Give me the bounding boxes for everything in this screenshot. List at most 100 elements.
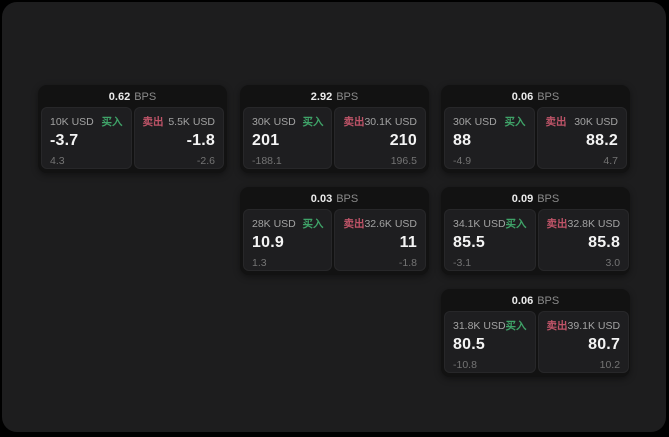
bps-header: 0.62 BPS xyxy=(38,85,227,107)
buy-sub-value: -10.8 xyxy=(453,359,477,371)
sell-panel[interactable]: 卖出 30.1K USD 210 196.5 xyxy=(334,107,426,169)
sell-label: 卖出 xyxy=(546,218,568,230)
sell-sub-value: 3.0 xyxy=(605,257,621,269)
sell-panel[interactable]: 卖出 32.6K USD 11 -1.8 xyxy=(334,209,426,271)
sell-sub-value: 196.5 xyxy=(390,155,417,167)
buy-amount: 10K USD xyxy=(50,115,94,128)
buy-panel[interactable]: 34.1K USD 买入 85.5 -3.1 xyxy=(444,209,536,271)
sell-amount: 32.8K USD xyxy=(567,217,621,230)
buy-sell-panels: 31.8K USD 买入 80.5 -10.8 卖出 39.1K USD 80.… xyxy=(441,311,630,373)
buy-amount: 31.8K USD xyxy=(453,319,506,332)
sell-amount: 5.5K USD xyxy=(168,115,215,128)
buy-panel[interactable]: 31.8K USD 买入 80.5 -10.8 xyxy=(444,311,536,373)
buy-panel-header: 31.8K USD 买入 xyxy=(453,318,527,333)
sell-label: 卖出 xyxy=(545,116,567,128)
sell-price: 80.7 xyxy=(588,336,621,353)
buy-label: 买入 xyxy=(101,116,123,128)
buy-label: 买入 xyxy=(505,320,527,332)
sell-panel-header: 卖出 30K USD xyxy=(546,114,619,129)
sell-panel[interactable]: 卖出 30K USD 88.2 4.7 xyxy=(536,107,627,169)
buy-price: 10.9 xyxy=(252,234,284,251)
bps-unit-label: BPS xyxy=(537,294,560,307)
bps-value: 0.06 xyxy=(511,294,534,307)
buy-amount: 30K USD xyxy=(453,115,497,128)
buy-panel[interactable]: 30K USD 买入 88 -4.9 xyxy=(444,107,535,169)
quote-card: 0.62 BPS 10K USD 买入 -3.7 4.3 卖出 5.5K USD… xyxy=(38,85,227,173)
bps-header: 2.92 BPS xyxy=(240,85,429,107)
buy-sell-panels: 34.1K USD 买入 85.5 -3.1 卖出 32.8K USD 85.8… xyxy=(441,209,630,271)
sell-price: 85.8 xyxy=(588,234,621,251)
bps-unit-label: BPS xyxy=(134,90,157,103)
buy-sell-panels: 28K USD 买入 10.9 1.3 卖出 32.6K USD 11 -1.8 xyxy=(240,209,429,271)
bps-value: 0.09 xyxy=(511,192,534,205)
sell-label: 卖出 xyxy=(142,116,164,128)
sell-sub-value: -1.8 xyxy=(398,257,417,269)
buy-panel-header: 30K USD 买入 xyxy=(453,114,526,129)
sell-label: 卖出 xyxy=(343,218,365,230)
bps-unit-label: BPS xyxy=(537,192,560,205)
sell-panel-header: 卖出 32.6K USD xyxy=(343,216,417,231)
quote-card: 0.09 BPS 34.1K USD 买入 85.5 -3.1 卖出 32.8K… xyxy=(441,187,630,275)
bps-unit-label: BPS xyxy=(537,90,560,103)
bps-unit-label: BPS xyxy=(336,192,359,205)
buy-panel-header: 10K USD 买入 xyxy=(50,114,123,129)
buy-panel-header: 30K USD 买入 xyxy=(252,114,323,129)
buy-panel[interactable]: 30K USD 买入 201 -188.1 xyxy=(243,107,333,169)
sell-amount: 39.1K USD xyxy=(567,319,621,332)
sell-label: 卖出 xyxy=(546,320,568,332)
sell-amount: 30.1K USD xyxy=(364,115,417,128)
buy-price: 201 xyxy=(252,132,280,149)
buy-sell-panels: 30K USD 买入 201 -188.1 卖出 30.1K USD 210 1… xyxy=(240,107,429,169)
sell-label: 卖出 xyxy=(343,116,365,128)
buy-sub-value: -188.1 xyxy=(252,155,282,167)
sell-panel-header: 卖出 30.1K USD xyxy=(343,114,417,129)
quote-card: 2.92 BPS 30K USD 买入 201 -188.1 卖出 30.1K … xyxy=(240,85,429,173)
sell-panel[interactable]: 卖出 39.1K USD 80.7 10.2 xyxy=(537,311,630,373)
sell-sub-value: 10.2 xyxy=(599,359,621,371)
sell-price: 210 xyxy=(389,132,417,149)
sell-price: 11 xyxy=(399,234,417,251)
sell-panel-header: 卖出 39.1K USD xyxy=(547,318,621,333)
buy-sell-panels: 10K USD 买入 -3.7 4.3 卖出 5.5K USD -1.8 -2.… xyxy=(38,107,227,169)
sell-price: -1.8 xyxy=(186,132,215,149)
buy-label: 买入 xyxy=(302,218,324,230)
bps-header: 0.03 BPS xyxy=(240,187,429,209)
bps-value: 0.03 xyxy=(310,192,333,205)
quote-card: 0.06 BPS 31.8K USD 买入 80.5 -10.8 卖出 39.1… xyxy=(441,289,630,377)
sell-amount: 30K USD xyxy=(574,115,618,128)
sell-panel[interactable]: 卖出 32.8K USD 85.8 3.0 xyxy=(537,209,630,271)
buy-sub-value: 4.3 xyxy=(50,155,65,167)
buy-panel-header: 28K USD 买入 xyxy=(252,216,323,231)
bps-header: 0.06 BPS xyxy=(441,289,630,311)
quote-card: 0.06 BPS 30K USD 买入 88 -4.9 卖出 30K USD 8… xyxy=(441,85,630,173)
bps-value: 0.06 xyxy=(511,90,534,103)
buy-label: 买入 xyxy=(302,116,324,128)
sell-panel-header: 卖出 32.8K USD xyxy=(547,216,621,231)
buy-price: -3.7 xyxy=(50,132,79,149)
buy-panel[interactable]: 10K USD 买入 -3.7 4.3 xyxy=(41,107,132,169)
buy-sub-value: -3.1 xyxy=(453,257,472,269)
buy-sub-value: -4.9 xyxy=(453,155,472,167)
buy-panel[interactable]: 28K USD 买入 10.9 1.3 xyxy=(243,209,333,271)
buy-label: 买入 xyxy=(505,218,527,230)
buy-sell-panels: 30K USD 买入 88 -4.9 卖出 30K USD 88.2 4.7 xyxy=(441,107,630,169)
buy-price: 85.5 xyxy=(453,234,485,251)
bps-value: 2.92 xyxy=(310,90,333,103)
bps-unit-label: BPS xyxy=(336,90,359,103)
buy-panel-header: 34.1K USD 买入 xyxy=(453,216,527,231)
sell-panel-header: 卖出 5.5K USD xyxy=(143,114,216,129)
quote-card: 0.03 BPS 28K USD 买入 10.9 1.3 卖出 32.6K US… xyxy=(240,187,429,275)
buy-sub-value: 1.3 xyxy=(252,257,267,269)
buy-amount: 28K USD xyxy=(252,217,296,230)
sell-sub-value: 4.7 xyxy=(603,155,618,167)
buy-label: 买入 xyxy=(504,116,526,128)
buy-amount: 30K USD xyxy=(252,115,296,128)
buy-price: 80.5 xyxy=(453,336,485,353)
buy-price: 88 xyxy=(453,132,472,149)
buy-amount: 34.1K USD xyxy=(453,217,506,230)
sell-panel[interactable]: 卖出 5.5K USD -1.8 -2.6 xyxy=(133,107,224,169)
sell-amount: 32.6K USD xyxy=(364,217,417,230)
bps-header: 0.06 BPS xyxy=(441,85,630,107)
bps-value: 0.62 xyxy=(108,90,131,103)
